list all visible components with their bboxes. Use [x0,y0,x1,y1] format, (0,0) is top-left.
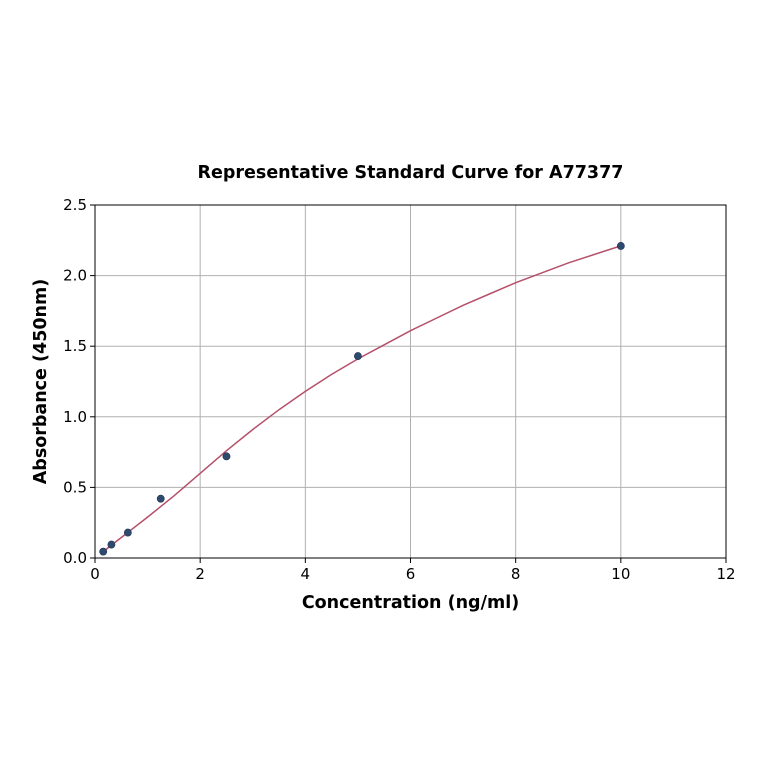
data-point [616,242,625,250]
y-tick-label: 0.0 [63,549,87,567]
y-tick-label: 1.0 [63,408,87,426]
y-axis-label: Absorbance (450nm) [31,279,51,485]
data-point [156,494,165,503]
data-point [354,352,362,360]
data-point [222,452,231,461]
x-tick-label: 6 [406,565,416,583]
x-tick-label: 4 [301,565,311,583]
x-tick-label: 12 [716,565,735,583]
data-point [99,547,108,556]
data-point [107,540,116,549]
axis-ticks: 0 2 4 6 8 10 12 0.0 0.5 1.0 1.5 2.0 2.5 [63,196,735,583]
x-tick-label: 8 [511,565,521,583]
data-point [123,528,132,537]
y-tick-label: 0.5 [63,478,87,496]
x-tick-label: 2 [195,565,205,583]
y-tick-label: 2.0 [63,267,87,285]
x-tick-label: 0 [90,565,100,583]
data-points-layer [99,242,625,556]
x-tick-label: 10 [611,565,630,583]
y-tick-label: 2.5 [63,196,87,214]
x-axis-label: Concentration (ng/ml) [302,593,519,613]
chart-title: Representative Standard Curve for A77377 [198,163,624,183]
y-tick-label: 1.5 [63,337,87,355]
